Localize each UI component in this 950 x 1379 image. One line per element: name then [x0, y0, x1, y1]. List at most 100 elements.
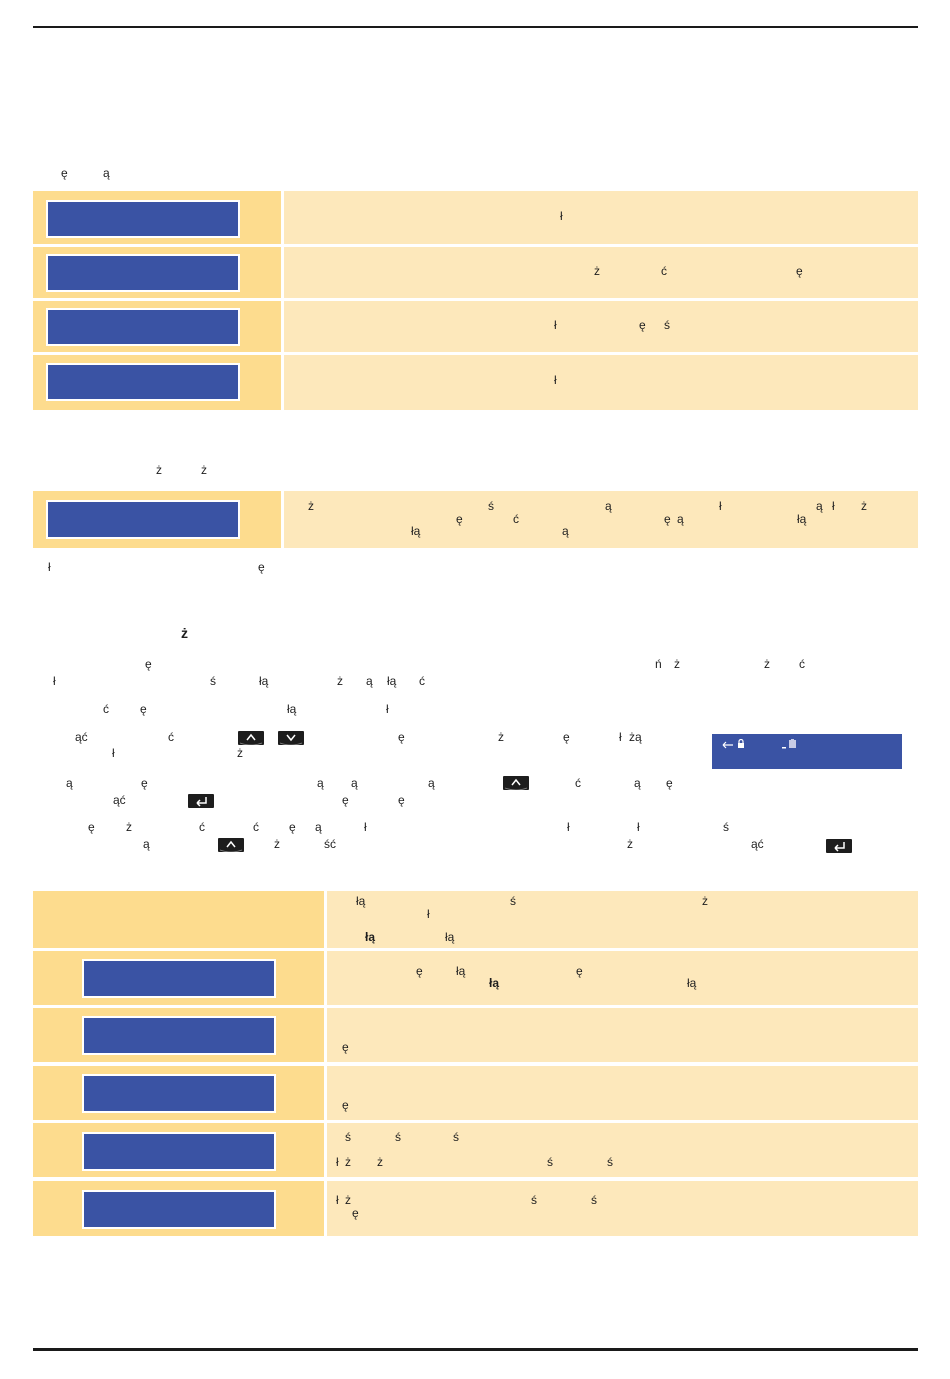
body-text: ł [112, 746, 115, 760]
body-text: ł [567, 820, 570, 834]
body-text: ę [398, 730, 405, 744]
cell-text: ć [661, 264, 667, 278]
body-text: ż [498, 730, 504, 744]
body-text: ż [237, 746, 243, 760]
body-text: ą [428, 776, 435, 790]
body-text: ć [199, 820, 205, 834]
body-text: ą [315, 820, 322, 834]
cell-text: ś [591, 1193, 597, 1207]
body-text: ę [289, 820, 296, 834]
body-text: ę [563, 730, 570, 744]
back-arrow-icon [722, 741, 733, 749]
body-text: ę [342, 793, 349, 807]
table3-content-cell: łą ś ż ł łą łą [327, 891, 918, 948]
down-arrow-key-icon [278, 731, 304, 745]
table3-label-cell [33, 951, 324, 1005]
cell-text: ą [816, 499, 823, 513]
body-text: ąć [75, 730, 88, 744]
battery-icon [782, 739, 796, 749]
body-text: ą [351, 776, 358, 790]
cell-text: ł [560, 209, 563, 223]
cell-text: ż [345, 1193, 351, 1207]
cell-text: ę [664, 512, 671, 526]
body-text: ż [126, 820, 132, 834]
body-text: ś [723, 820, 729, 834]
body-text: ł [364, 820, 367, 834]
body-text: ść [324, 837, 336, 851]
body-text: ę [140, 702, 147, 716]
up-arrow-key-icon [218, 838, 244, 852]
cell-text: ż [345, 1155, 351, 1169]
table1-label-cell [33, 191, 281, 244]
cell-text: ż [861, 499, 867, 513]
body-text: ąć [113, 793, 126, 807]
section2-intro-text: ż [156, 463, 162, 477]
section2-note: ę [258, 560, 265, 574]
cell-text: ż [594, 264, 600, 278]
body-text: ą [317, 776, 324, 790]
cell-text: łą [356, 894, 366, 908]
cell-text: ł [719, 499, 722, 513]
cell-text: łą [456, 964, 466, 978]
table1-content-cell: ł [284, 355, 918, 410]
table2-row: ż ś ą ł ą ł ż łą ę ć ą ę ą łą [33, 491, 918, 548]
enter-key-icon [826, 839, 852, 853]
table3-content-cell: ł ż ś ś ę [327, 1181, 918, 1236]
table1-content-cell: ł ę ś [284, 301, 918, 352]
table3-row: ę łą ę łą łą [33, 951, 918, 1005]
table1-label-cell [33, 301, 281, 352]
table3-content-cell: ę łą ę łą łą [327, 951, 918, 1005]
body-text: ę [666, 776, 673, 790]
body-text: ą [634, 776, 641, 790]
lcd-display [82, 959, 276, 998]
body-text: ą [143, 837, 150, 851]
table3-row: ę [33, 1066, 918, 1120]
body-text: ć [419, 674, 425, 688]
body-text: ąć [751, 837, 764, 851]
cell-text: ś [510, 894, 516, 908]
section1-intro-text: ą [103, 166, 110, 180]
lcd-display [46, 308, 240, 346]
cell-text: ś [345, 1130, 351, 1144]
cell-text: ł [427, 907, 430, 921]
section1-intro-text: ę [61, 166, 68, 180]
lcd-display [82, 1016, 276, 1055]
cell-text: ł [832, 499, 835, 513]
body-text: żą [629, 730, 642, 744]
table1-row: ł [33, 355, 918, 410]
body-text: ę [141, 776, 148, 790]
body-text: ł [386, 702, 389, 716]
enter-key-icon [188, 794, 214, 808]
table3-label-cell [33, 1123, 324, 1177]
body-text: ż [274, 837, 280, 851]
table3-content-cell: ę [327, 1008, 918, 1062]
table3-row: ł ż ś ś ę [33, 1181, 918, 1236]
body-text: ż [674, 657, 680, 671]
cell-text: ś [531, 1193, 537, 1207]
cell-text: łą [797, 512, 807, 526]
table1-content-cell: ł [284, 191, 918, 244]
cell-text: łą [445, 930, 455, 944]
body-text: ż [764, 657, 770, 671]
table3-label-cell [33, 1008, 324, 1062]
body-text: ć [799, 657, 805, 671]
table3-label-cell [33, 1066, 324, 1120]
body-text: ę [398, 793, 405, 807]
cell-text: ś [488, 499, 494, 513]
cell-text: ć [513, 512, 519, 526]
cell-text: ę [342, 1040, 349, 1054]
body-text: ć [103, 702, 109, 716]
table1-label-cell [33, 247, 281, 298]
table2-label-cell [33, 491, 281, 548]
cell-text: ż [702, 894, 708, 908]
cell-text: ę [456, 512, 463, 526]
body-text: ś [210, 674, 216, 688]
lcd-display [46, 254, 240, 292]
lcd-display [46, 500, 240, 539]
table3-row: łą ś ż ł łą łą [33, 891, 918, 948]
cell-text: ś [395, 1130, 401, 1144]
body-text: ę [145, 657, 152, 671]
top-rule [33, 26, 918, 28]
cell-text: ą [677, 512, 684, 526]
cell-text: ż [377, 1155, 383, 1169]
